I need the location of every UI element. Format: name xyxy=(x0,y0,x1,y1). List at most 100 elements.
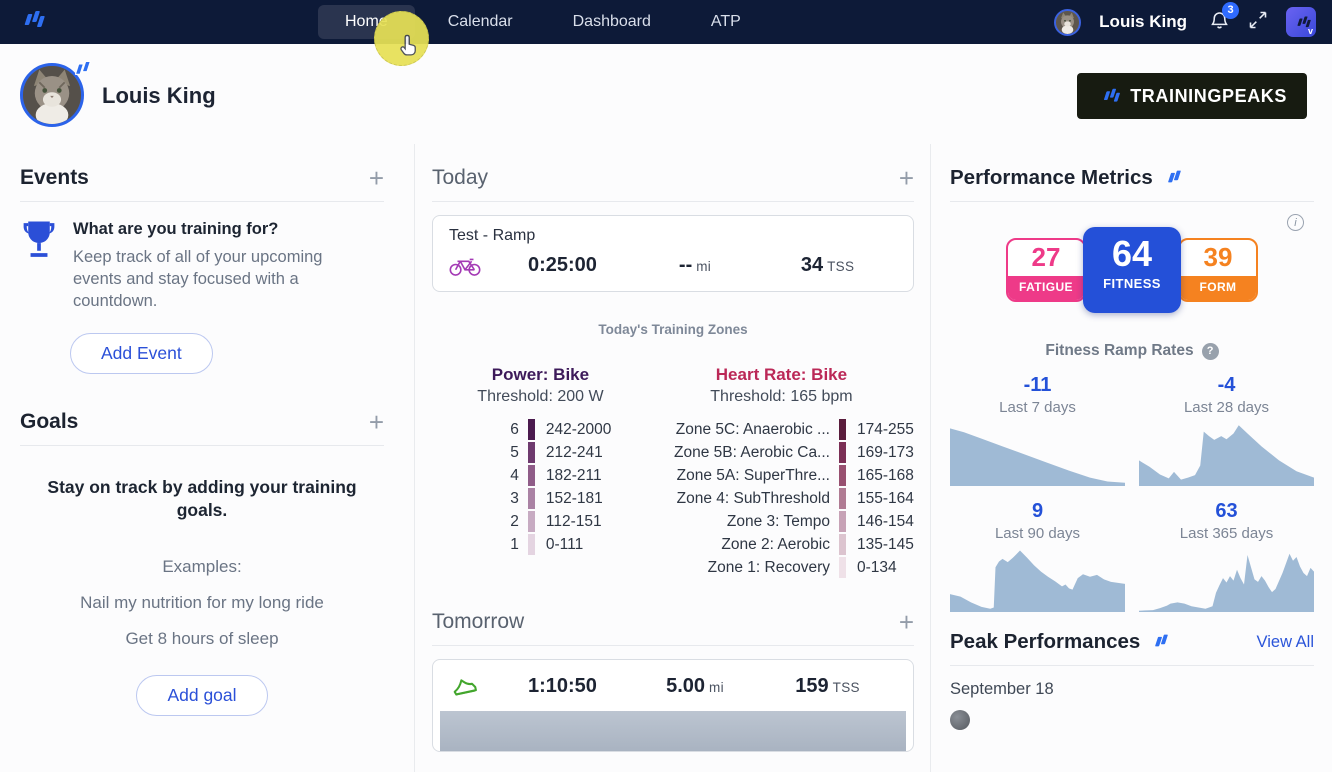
performance-metrics-title: Performance Metrics xyxy=(950,166,1153,189)
workout-duration: 1:10:50 xyxy=(527,674,597,697)
ramp-rate-label: Last 7 days xyxy=(999,399,1076,416)
workout-stats-row: 1:10:50 5.00 mi 159 TSS xyxy=(437,671,909,699)
zone-range: 135-145 xyxy=(856,535,914,553)
zone-row: 1 0-111 xyxy=(432,534,649,555)
profile-name: Louis King xyxy=(102,83,216,108)
ramp-rate-grid: -11 Last 7 days -4 Last 28 days 9 Last 90 day… xyxy=(950,374,1314,612)
today-workout-card[interactable]: Test - Ramp 0:25:00 -- mi 34 TSS xyxy=(432,215,914,292)
zone-range: 112-151 xyxy=(545,512,602,530)
events-title: Events xyxy=(20,166,89,189)
trainingpeaks-logo-icon[interactable] xyxy=(16,8,46,37)
ramp-rate-value: -11 xyxy=(1023,374,1052,396)
ramp-rate-label: Last 28 days xyxy=(1183,399,1270,416)
events-text: What are you training for? Keep track of… xyxy=(73,220,369,313)
tp-badge-icon xyxy=(68,59,94,86)
performance-metrics-header: Performance Metrics xyxy=(950,166,1314,190)
ramp-rate-value: 63 xyxy=(1215,500,1238,522)
events-body-text: Keep track of all of your upcoming event… xyxy=(73,248,323,310)
sparkline-chart xyxy=(1139,425,1314,486)
notification-badge: 3 xyxy=(1222,1,1239,19)
goals-header: Goals + xyxy=(20,406,384,437)
right-column: Performance Metrics 27 FATIGUE 64 FITNESS 39… xyxy=(931,144,1332,772)
add-event-plus-icon[interactable]: + xyxy=(368,163,384,193)
ramp-rate-cell: 9 Last 90 days xyxy=(950,500,1125,612)
info-icon[interactable]: i xyxy=(1287,214,1304,231)
nav-tab-calendar[interactable]: Calendar xyxy=(447,13,513,30)
zone-row: Zone 5B: Aerobic Ca... 169-173 xyxy=(649,442,914,463)
expand-button[interactable] xyxy=(1248,10,1268,35)
metric-card-fatigue[interactable]: 27 FATIGUE xyxy=(1006,238,1086,302)
nav-tab-atp[interactable]: ATP xyxy=(710,13,741,30)
metric-label: FATIGUE xyxy=(1008,276,1084,300)
heart-rate-zones-title: Heart Rate: Bike xyxy=(715,365,848,384)
training-zones-title: Today's Training Zones xyxy=(598,322,748,337)
zone-range: 0-111 xyxy=(545,535,584,553)
heart-rate-threshold: Threshold: 165 bpm xyxy=(710,388,853,405)
peak-entry-icon xyxy=(950,710,970,730)
today-header: Today + xyxy=(432,163,914,193)
power-threshold: Threshold: 200 W xyxy=(477,388,604,405)
top-nav-bar: Home Calendar Dashboard ATP Louis King 3 v xyxy=(0,0,1332,44)
click-highlight xyxy=(374,11,429,66)
add-goal-plus-icon[interactable]: + xyxy=(368,406,384,437)
divider xyxy=(950,665,1314,666)
metric-card-fitness[interactable]: 64 FITNESS xyxy=(1083,227,1181,313)
zone-color-bar xyxy=(527,511,535,532)
workout-stats-row: 0:25:00 -- mi 34 TSS xyxy=(449,254,897,277)
peak-entry-partial xyxy=(950,710,1314,730)
divider xyxy=(432,645,914,646)
avatar[interactable] xyxy=(20,60,91,129)
zone-label: 2 xyxy=(510,512,519,530)
zone-label: Zone 5A: SuperThre... xyxy=(676,466,830,484)
divider xyxy=(20,444,384,446)
zone-row: 6 242-2000 xyxy=(432,419,649,440)
metric-card-form[interactable]: 39 FORM xyxy=(1178,238,1258,302)
app-icon[interactable]: v xyxy=(1286,7,1316,37)
goals-heading: Stay on track by adding your training go… xyxy=(47,476,357,521)
ramp-rate-value: 9 xyxy=(1031,500,1044,522)
metric-value: 27 xyxy=(1031,242,1061,272)
zone-color-bar xyxy=(838,465,846,486)
workout-distance: -- mi xyxy=(678,254,712,276)
workout-duration: 0:25:00 xyxy=(527,254,597,276)
notifications-button[interactable]: 3 xyxy=(1209,1,1239,36)
power-zone-rows: 6 242-2000 5 212-241 4 182-211 3 152-181 2 112-15… xyxy=(432,419,649,555)
peak-performances-title: Peak Performances xyxy=(950,630,1141,653)
sparkline-chart xyxy=(1139,553,1314,612)
zone-range: 0-134 xyxy=(856,558,897,576)
tomorrow-header: Tomorrow + xyxy=(432,607,914,637)
goals-example-2: Get 8 hours of sleep xyxy=(125,629,279,649)
add-goal-button[interactable]: Add goal xyxy=(136,675,268,717)
zone-row: 5 212-241 xyxy=(432,442,649,463)
zone-label: 1 xyxy=(510,535,519,553)
zone-label: Zone 1: Recovery xyxy=(707,558,830,576)
zone-label: Zone 4: SubThreshold xyxy=(676,489,830,507)
tomorrow-workout-card[interactable]: 1:10:50 5.00 mi 159 TSS xyxy=(432,659,914,752)
zone-range: 242-2000 xyxy=(545,420,612,438)
add-event-button[interactable]: Add Event xyxy=(70,332,213,374)
zone-label: 4 xyxy=(510,466,519,484)
peak-date: September 18 xyxy=(950,680,1054,698)
zone-row: Zone 3: Tempo 146-154 xyxy=(649,511,914,532)
zone-range: 152-181 xyxy=(545,489,603,507)
zone-color-bar xyxy=(527,465,535,486)
add-today-workout-plus-icon[interactable]: + xyxy=(898,163,914,193)
avatar[interactable] xyxy=(1054,8,1082,36)
zone-color-bar xyxy=(838,557,846,578)
help-icon[interactable]: ? xyxy=(1201,342,1219,360)
trophy-icon xyxy=(23,221,55,257)
nav-tab-dashboard[interactable]: Dashboard xyxy=(572,13,651,30)
trainingpeaks-wordmark-badge: TRAININGPEAKS xyxy=(1077,73,1307,119)
view-all-link[interactable]: View All xyxy=(1256,632,1314,651)
peak-performances-header: Peak Performances View All xyxy=(950,630,1314,654)
zone-color-bar xyxy=(527,419,535,440)
zone-label: Zone 3: Tempo xyxy=(726,512,830,530)
zone-row: 2 112-151 xyxy=(432,511,649,532)
zone-range: 146-154 xyxy=(856,512,914,530)
add-tomorrow-workout-plus-icon[interactable]: + xyxy=(898,607,914,637)
workout-distance: 5.00 mi xyxy=(666,674,724,697)
ramp-rates-title: Fitness Ramp Rates xyxy=(1045,342,1194,359)
ramp-rate-cell: -4 Last 28 days xyxy=(1139,374,1314,486)
nav-user-name[interactable]: Louis King xyxy=(1099,12,1187,31)
workout-tss: 34 TSS xyxy=(800,254,855,276)
